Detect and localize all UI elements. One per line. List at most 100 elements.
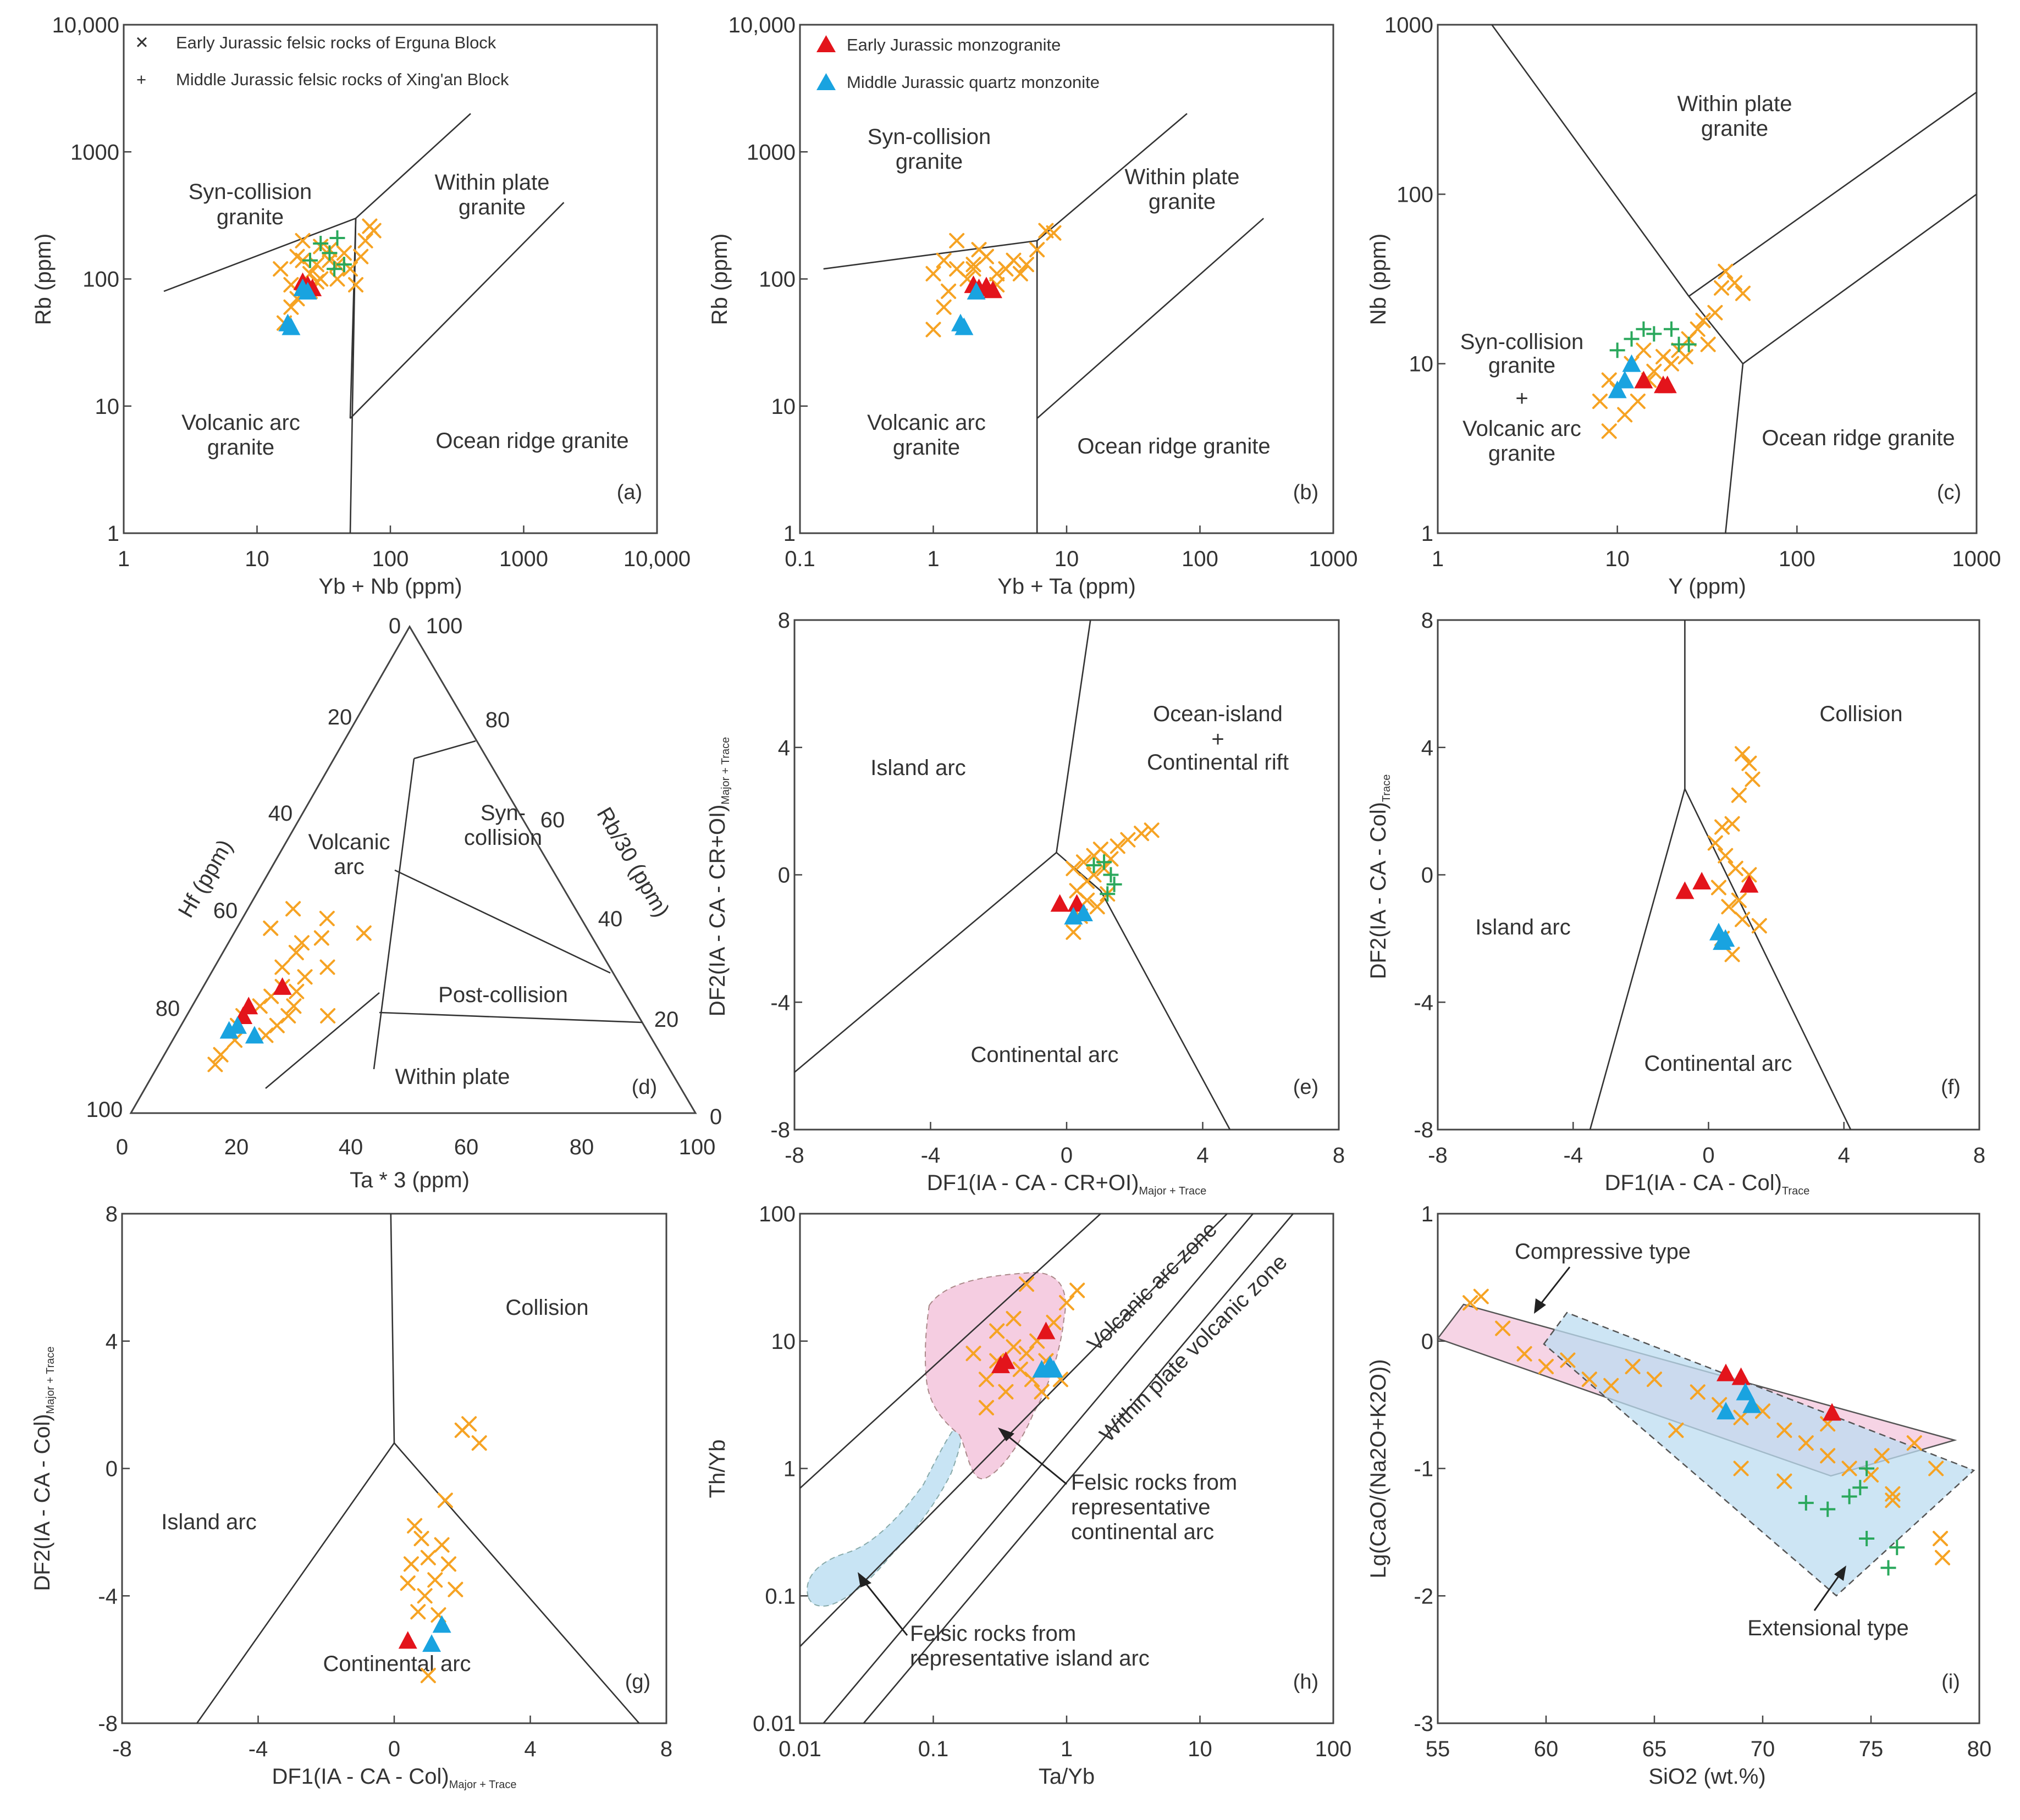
panel-h-xlabel: Ta/Yb <box>1039 1764 1095 1789</box>
panel-c-ticks: 1 10 100 1000 1 10 100 1000 <box>1384 13 2001 571</box>
extensional-arrow-head <box>1834 1565 1846 1581</box>
island-arc-field <box>807 1428 962 1607</box>
x-tick-label: 0 <box>388 1737 400 1761</box>
panel-d-bottom-label: Ta * 3 (ppm) <box>350 1168 470 1192</box>
panel-a-frame <box>123 24 658 534</box>
x-tick-label: -4 <box>249 1737 268 1761</box>
d-left-tick-60: 60 <box>213 899 238 923</box>
data-point <box>1717 1363 1736 1381</box>
data-point <box>1036 1321 1056 1340</box>
panel-d-label: (d) <box>632 1076 657 1099</box>
panel-b: Early Jurassic monzogranite Middle Juras… <box>708 13 1357 599</box>
data-point <box>1664 321 1680 337</box>
y-tick-label: 0 <box>1421 1330 1433 1354</box>
data-point <box>1798 1435 1814 1451</box>
field-a-within-plate-1: Within plate <box>435 170 550 195</box>
data-point <box>420 1550 436 1565</box>
data-point <box>1718 848 1734 864</box>
data-point <box>295 233 311 248</box>
data-point <box>925 322 941 338</box>
field-boundary <box>799 1213 1101 1489</box>
field-h-continental-3: continental arc <box>1071 1520 1214 1544</box>
data-point <box>1006 252 1022 268</box>
field-c-ocean-ridge: Ocean ridge granite <box>1762 426 1955 450</box>
field-d-syn-collision-2: collision <box>464 826 542 850</box>
panel-i-points <box>1462 1288 1951 1576</box>
panel-g-points <box>398 1416 487 1684</box>
data-point <box>1012 265 1028 281</box>
data-point <box>1820 1448 1836 1464</box>
data-point <box>1601 423 1617 439</box>
x-tick-label: 1000 <box>499 547 548 571</box>
x-tick-label: 8 <box>1333 1143 1345 1168</box>
x-tick-label: 10 <box>1605 547 1630 571</box>
data-point <box>322 245 338 261</box>
d-bottom-tick-100: 100 <box>679 1135 716 1159</box>
data-point <box>1664 356 1680 372</box>
data-point <box>313 236 329 252</box>
x-tick-label: 0 <box>1061 1143 1073 1168</box>
data-point <box>1690 1384 1706 1400</box>
data-point <box>1034 1384 1050 1399</box>
data-point <box>1046 225 1062 241</box>
data-point <box>207 1056 223 1072</box>
data-point <box>320 1008 336 1024</box>
y-tick-label: 10 <box>771 1330 796 1354</box>
data-point <box>1110 838 1125 854</box>
data-point <box>288 944 304 960</box>
y-tick-label: 100 <box>1397 182 1433 207</box>
field-h-within-plate: Within plate volcanic zone <box>1095 1250 1292 1447</box>
panel-h-label: (h) <box>1293 1670 1318 1694</box>
y-tick-label: 100 <box>82 268 119 292</box>
data-point <box>1103 851 1119 867</box>
panel-d-boundary-5 <box>265 992 380 1089</box>
data-point <box>434 1537 450 1553</box>
panel-g-ylabel-sub: Major + Trace <box>45 1346 57 1414</box>
d-right-tick-0: 0 <box>710 1105 722 1129</box>
panel-g-xlabel-main: DF1(IA - CA - Col) <box>272 1764 449 1789</box>
field-boundary <box>350 202 565 419</box>
data-point <box>1707 305 1723 320</box>
field-c-volcanic-arc-1: Volcanic arc <box>1462 417 1581 441</box>
data-point <box>989 265 1005 281</box>
data-point <box>967 281 986 300</box>
data-point <box>1086 858 1102 873</box>
y-tick-label: 10 <box>1409 352 1434 377</box>
data-point <box>1074 904 1093 922</box>
data-point <box>1735 746 1751 762</box>
data-point <box>1718 263 1734 279</box>
d-right-tick-40: 40 <box>598 907 623 931</box>
data-point <box>1067 894 1086 912</box>
data-point <box>1681 336 1697 352</box>
data-point <box>298 281 317 300</box>
data-point <box>1601 372 1617 388</box>
data-point <box>1603 1378 1619 1393</box>
field-b-within-plate-2: granite <box>1149 190 1216 214</box>
panel-c-ylabel: Nb (ppm) <box>1366 234 1390 325</box>
x-tick-label: 10 <box>1055 547 1079 571</box>
data-point <box>357 233 373 248</box>
data-point <box>971 242 987 258</box>
d-left-tick-40: 40 <box>268 801 293 826</box>
field-b-volcanic-arc-2: granite <box>893 435 960 460</box>
y-tick-label: 4 <box>1421 736 1433 760</box>
y-tick-label: -1 <box>1414 1457 1433 1481</box>
d-bottom-tick-20: 20 <box>224 1135 249 1159</box>
field-boundary <box>1589 788 1686 1130</box>
data-point <box>1029 242 1045 258</box>
data-point <box>283 299 299 315</box>
data-point <box>1625 1359 1641 1375</box>
data-point <box>1516 1346 1532 1362</box>
data-point <box>1731 892 1747 908</box>
panel-f-ticks: -8 -4 0 4 8 -8 -4 0 4 8 <box>1414 608 1985 1168</box>
panel-g-ylabel: DF2(IA - CA - Col)Major + Trace <box>30 1346 57 1591</box>
y-tick-label: 0 <box>778 864 790 888</box>
data-point <box>356 925 372 941</box>
x-tick-label: 100 <box>1182 547 1218 571</box>
field-e-plus: + <box>1211 727 1224 751</box>
x-tick-label: 100 <box>1315 1737 1352 1761</box>
data-point <box>1560 1352 1576 1368</box>
panel-e-label: (e) <box>1293 1076 1318 1099</box>
panel-d-boundary-2 <box>373 758 415 1070</box>
data-point <box>1079 873 1095 889</box>
